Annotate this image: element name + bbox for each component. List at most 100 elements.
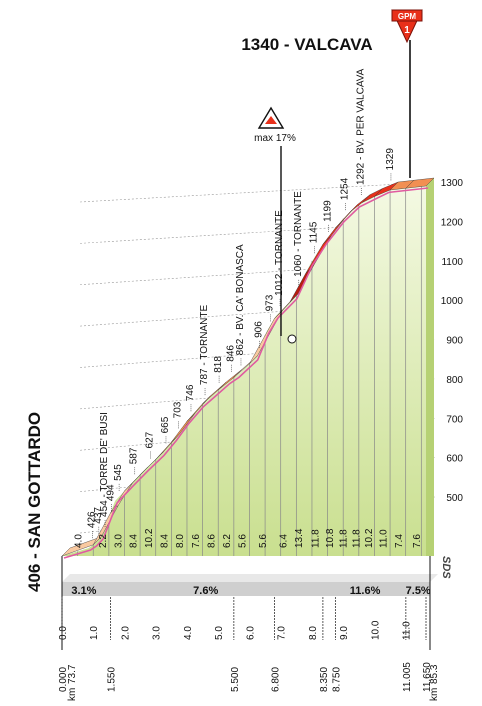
waypoint-label: 665 bbox=[160, 416, 171, 433]
gradient-value-label: 13.4 bbox=[294, 528, 305, 548]
y-tick-label: 600 bbox=[446, 454, 463, 465]
gpm-badge-line1: GPM bbox=[398, 12, 417, 21]
max-gradient-badge: max 17% bbox=[254, 106, 296, 144]
bottom-mark-label: 11.650 bbox=[422, 662, 433, 692]
road-segment bbox=[405, 177, 435, 189]
gradient-value-label: 7.6 bbox=[412, 534, 423, 548]
waypoint-label: 1292 - BV. PER VALCAVA bbox=[355, 68, 366, 185]
y-tick-label: 500 bbox=[446, 493, 463, 504]
x-tick-label: 2.0 bbox=[120, 626, 131, 640]
y-tick-label: 900 bbox=[446, 336, 463, 347]
waypoint-label: 1254 bbox=[340, 177, 351, 200]
waypoint-label: 1012 - TORNANTE bbox=[274, 210, 285, 296]
segment-percent-label: 3.1% bbox=[71, 585, 96, 597]
km-right-prefix: km bbox=[429, 688, 440, 701]
chart-title: 1340 - VALCAVA bbox=[241, 35, 372, 54]
bottom-mark-label: 0.000 bbox=[58, 667, 69, 692]
x-tick-label: 9.0 bbox=[339, 626, 350, 640]
waypoint-label: 437 bbox=[93, 507, 104, 524]
ground-side bbox=[426, 178, 434, 556]
y-gridline bbox=[79, 181, 436, 203]
waypoint-label: 787 - TORNANTE bbox=[199, 305, 210, 386]
start-label: 406 - SAN GOTTARDO bbox=[25, 412, 44, 592]
gradient-value-label: 8.0 bbox=[175, 534, 186, 548]
waypoint-label: 494 bbox=[105, 484, 116, 501]
gradient-value-label: 7.6 bbox=[191, 534, 202, 548]
sds-logo: SDS bbox=[440, 556, 452, 579]
segment-bar-top bbox=[62, 574, 438, 582]
y-tick-label: 800 bbox=[446, 375, 463, 386]
segment-percent-label: 7.5% bbox=[406, 585, 431, 597]
waypoint-label: 627 bbox=[144, 431, 155, 448]
y-tick-label: 1200 bbox=[441, 217, 464, 228]
max-gradient-label: max 17% bbox=[254, 133, 296, 144]
waypoint-label: 862 - BV. CA' BONASCA bbox=[235, 244, 246, 355]
gradient-value-label: 5.6 bbox=[238, 534, 249, 548]
gradient-value-label: 10.2 bbox=[364, 528, 375, 548]
waypoint-label: 1199 bbox=[322, 200, 333, 222]
bottom-mark-label: 8.350 bbox=[319, 667, 330, 692]
x-tick-label: 0.0 bbox=[58, 626, 69, 640]
waypoint-label: 973 bbox=[265, 294, 276, 311]
road-edge-line bbox=[63, 187, 429, 559]
gradient-value-label: 11.8 bbox=[352, 529, 363, 548]
gradient-value-label: 7.4 bbox=[394, 534, 405, 548]
gradient-value-label: 8.6 bbox=[206, 534, 217, 548]
gradient-value-label: 11.8 bbox=[338, 529, 349, 548]
gradient-value-label: 4.0 bbox=[74, 534, 85, 548]
gradient-value-label: 5.6 bbox=[258, 534, 269, 548]
y-tick-label: 1300 bbox=[441, 178, 464, 189]
gradient-value-label: 8.4 bbox=[160, 534, 171, 548]
bottom-mark-label: 8.750 bbox=[331, 667, 342, 692]
chart-axes: 500 600 700 800 900 1000 1100 1200 1300 3.1% 7.6% 1… bbox=[58, 40, 463, 692]
waypoint-label: 1329 bbox=[385, 148, 396, 171]
gradient-value-label: 10.2 bbox=[144, 528, 155, 548]
waypoint-label: 454 - TORRE DE' BUSI bbox=[99, 412, 110, 517]
gradient-value-label: 2.2 bbox=[98, 534, 109, 548]
gradient-value-label: 11.8 bbox=[310, 529, 321, 548]
x-tick-label: 1.0 bbox=[89, 626, 100, 640]
bottom-mark-label: 6.800 bbox=[270, 667, 281, 692]
x-tick-label: 11.0 bbox=[402, 621, 413, 640]
y-tick-label: 1000 bbox=[441, 296, 464, 307]
x-tick-label: 4.0 bbox=[183, 626, 194, 640]
waypoint-label: 587 bbox=[129, 447, 140, 464]
x-tick-label: 10.0 bbox=[370, 620, 381, 640]
bottom-mark-label: 11.005 bbox=[402, 662, 413, 692]
max-gradient-dot bbox=[287, 334, 297, 344]
gradient-value-label: 3.0 bbox=[113, 534, 124, 548]
km-left-total: 73.7 bbox=[67, 664, 78, 684]
segment-percent-label: 7.6% bbox=[193, 585, 218, 597]
y-tick-label: 1100 bbox=[441, 257, 463, 268]
km-left-prefix: km bbox=[67, 688, 78, 701]
waypoint-label: 703 bbox=[172, 401, 183, 418]
x-tick-label: 5.0 bbox=[214, 626, 225, 640]
x-tick-label: 7.0 bbox=[277, 626, 288, 640]
gradient-value-label: 8.4 bbox=[128, 534, 139, 548]
waypoint-label: 906 bbox=[254, 321, 265, 338]
y-tick-label: 700 bbox=[446, 414, 463, 425]
chart-ground bbox=[62, 178, 434, 556]
ground-area bbox=[62, 186, 426, 556]
gradient-value-label: 11.0 bbox=[378, 529, 389, 548]
bottom-mark-label: 5.500 bbox=[230, 667, 241, 692]
waypoint-label: 746 bbox=[185, 384, 196, 401]
gpm-badge-line2: 1 bbox=[404, 25, 410, 36]
x-tick-label: 8.0 bbox=[308, 626, 319, 640]
gradient-value-label: 10.8 bbox=[325, 528, 336, 548]
segment-percent-label: 11.6% bbox=[350, 585, 381, 597]
waypoint-label: 426 bbox=[87, 511, 98, 528]
gradient-value-label: 6.2 bbox=[222, 534, 233, 548]
chart-road bbox=[61, 177, 435, 559]
waypoint-label: 545 bbox=[113, 464, 124, 481]
waypoint-label: 1145 bbox=[308, 221, 319, 243]
x-tick-label: 3.0 bbox=[152, 626, 163, 640]
gradient-value-label: 6.4 bbox=[278, 534, 289, 548]
segment-bar bbox=[62, 582, 430, 596]
bottom-mark-label: 1.550 bbox=[106, 667, 117, 692]
km-right-total: 85.3 bbox=[429, 664, 440, 684]
waypoint-label: 818 bbox=[213, 356, 224, 373]
waypoint-label: 1060 - TORNANTE bbox=[293, 191, 304, 277]
